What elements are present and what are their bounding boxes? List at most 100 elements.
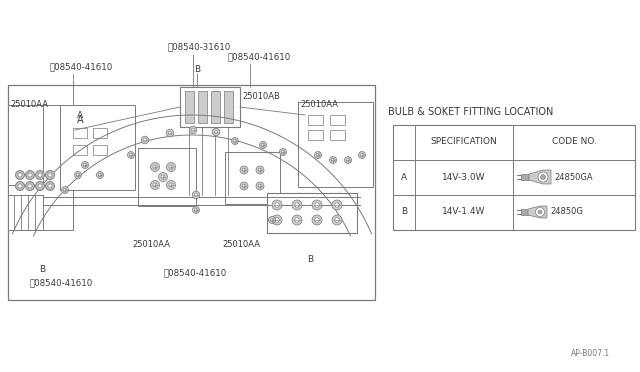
Circle shape	[28, 184, 32, 188]
Circle shape	[360, 153, 364, 157]
Circle shape	[63, 188, 67, 192]
Bar	[8, 85, 375, 300]
Circle shape	[28, 173, 32, 177]
Bar	[93, 145, 107, 155]
Circle shape	[98, 173, 102, 177]
Circle shape	[538, 210, 542, 214]
Circle shape	[189, 126, 197, 134]
Circle shape	[45, 182, 54, 190]
Bar	[180, 87, 240, 127]
Polygon shape	[529, 170, 551, 184]
Circle shape	[143, 138, 147, 142]
Circle shape	[18, 184, 22, 188]
Circle shape	[312, 200, 322, 210]
Circle shape	[256, 182, 264, 190]
Text: Ⓜ08540-41610: Ⓜ08540-41610	[50, 62, 113, 71]
Text: A: A	[77, 115, 83, 125]
Text: CODE NO.: CODE NO.	[552, 138, 596, 147]
Text: B: B	[194, 65, 200, 74]
Bar	[211, 91, 220, 123]
Circle shape	[332, 200, 342, 210]
Circle shape	[292, 200, 302, 210]
Circle shape	[159, 173, 168, 182]
Circle shape	[332, 215, 342, 225]
Text: SPECIFICATION: SPECIFICATION	[431, 138, 497, 147]
Circle shape	[76, 173, 80, 177]
Text: 25010AB: 25010AB	[242, 92, 280, 101]
Circle shape	[127, 151, 134, 158]
Circle shape	[335, 203, 339, 207]
Bar	[73, 145, 87, 155]
Circle shape	[256, 166, 264, 174]
Bar	[93, 128, 107, 138]
Bar	[521, 209, 528, 215]
Circle shape	[18, 173, 22, 177]
Circle shape	[129, 153, 133, 157]
Text: 14V-3.0W: 14V-3.0W	[442, 173, 486, 182]
Bar	[308, 115, 323, 125]
Text: 25010AA: 25010AA	[300, 100, 338, 109]
Circle shape	[335, 218, 339, 222]
Bar	[73, 128, 87, 138]
Circle shape	[270, 218, 274, 222]
Circle shape	[344, 157, 351, 164]
Circle shape	[315, 203, 319, 207]
Text: B: B	[401, 208, 407, 217]
Bar	[267, 193, 357, 233]
Circle shape	[48, 184, 52, 188]
Circle shape	[83, 163, 87, 167]
Circle shape	[242, 184, 246, 188]
Circle shape	[153, 165, 157, 169]
Circle shape	[312, 215, 322, 225]
Circle shape	[141, 136, 149, 144]
Circle shape	[166, 129, 174, 137]
Circle shape	[192, 191, 200, 199]
Circle shape	[26, 170, 35, 180]
Bar	[138, 148, 196, 206]
Circle shape	[281, 150, 285, 154]
Bar	[521, 174, 529, 180]
Circle shape	[169, 183, 173, 187]
Circle shape	[166, 180, 175, 189]
Text: AP-B007.1: AP-B007.1	[571, 349, 610, 358]
Circle shape	[272, 215, 282, 225]
Circle shape	[194, 208, 198, 212]
Bar	[308, 130, 323, 140]
Circle shape	[150, 180, 159, 189]
Circle shape	[168, 131, 172, 135]
Circle shape	[295, 218, 300, 222]
Bar	[330, 115, 345, 125]
Text: 25010AA: 25010AA	[10, 100, 48, 109]
Bar	[60, 105, 135, 190]
Circle shape	[48, 173, 52, 177]
Text: A: A	[77, 111, 83, 120]
Text: 25010AA: 25010AA	[222, 240, 260, 249]
Circle shape	[240, 182, 248, 190]
Text: B: B	[307, 255, 313, 264]
Circle shape	[35, 170, 45, 180]
Bar	[224, 91, 233, 123]
Text: 24850G: 24850G	[550, 208, 583, 217]
Bar	[185, 91, 194, 123]
Circle shape	[74, 171, 81, 179]
Bar	[8, 105, 43, 185]
Bar	[330, 130, 345, 140]
Circle shape	[272, 200, 282, 210]
Circle shape	[61, 186, 68, 193]
Circle shape	[315, 218, 319, 222]
Circle shape	[232, 138, 239, 144]
Bar	[198, 91, 207, 123]
Bar	[393, 125, 635, 230]
Bar	[225, 152, 280, 204]
Circle shape	[150, 163, 159, 171]
Bar	[298, 102, 373, 187]
Circle shape	[38, 173, 42, 177]
Text: B: B	[39, 265, 45, 274]
Circle shape	[261, 143, 265, 147]
Circle shape	[212, 128, 220, 136]
Circle shape	[161, 175, 165, 179]
Circle shape	[191, 128, 195, 132]
Circle shape	[536, 208, 545, 217]
Circle shape	[332, 158, 335, 162]
Circle shape	[97, 171, 104, 179]
